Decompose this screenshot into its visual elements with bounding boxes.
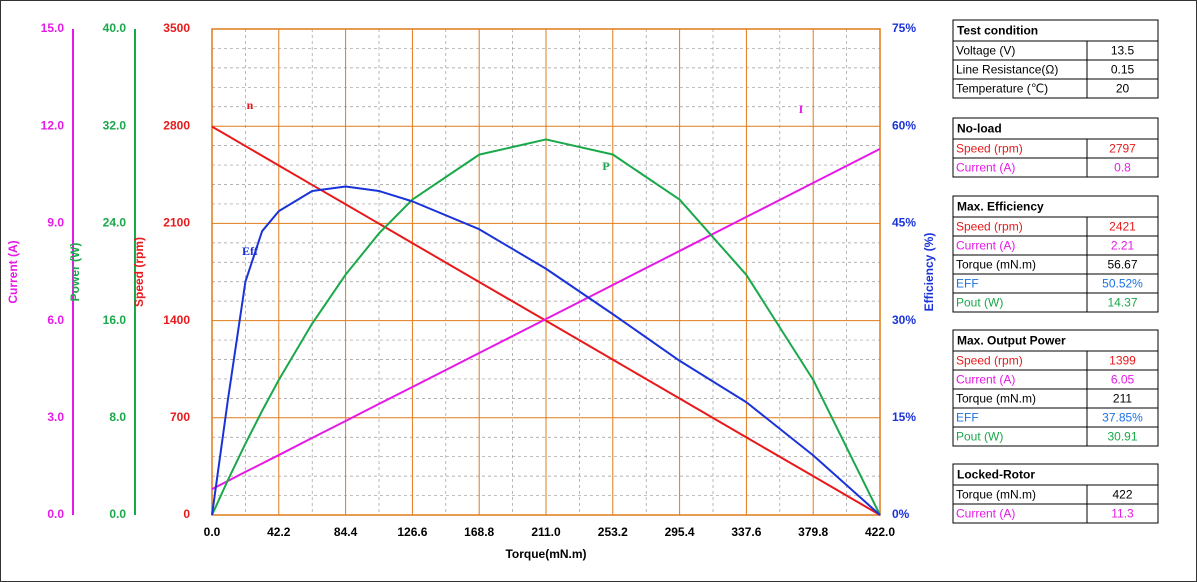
row-label: Speed (rpm) [956, 142, 1023, 156]
row-value: 0.8 [1114, 161, 1131, 175]
table-title: Max. Efficiency [957, 200, 1044, 214]
row-label: Current (A) [956, 161, 1015, 175]
row-label: Current (A) [956, 239, 1015, 253]
row-value: 0.15 [1111, 63, 1135, 77]
table-cell [1086, 157, 1159, 178]
row-value: 2421 [1109, 220, 1136, 234]
x-tick-label: 295.4 [665, 525, 695, 539]
x-tick-label: 337.6 [731, 525, 761, 539]
row-value: 6.05 [1111, 373, 1135, 387]
row-label: Pout (W) [956, 430, 1003, 444]
row-value: 56.67 [1107, 258, 1137, 272]
curve-label: Eff [242, 244, 259, 258]
y-axis-title: Efficiency (%) [922, 233, 936, 312]
y-tick-label: 3500 [163, 21, 190, 35]
curve-label: n [247, 98, 254, 112]
row-value: 2.21 [1111, 239, 1135, 253]
y-tick-label: 2100 [163, 216, 190, 230]
y-axis-title: Current (A) [6, 240, 20, 303]
row-value: 11.3 [1111, 507, 1134, 521]
y-tick-label: 0 [183, 507, 190, 521]
row-label: Speed (rpm) [956, 354, 1023, 368]
y-tick-label: 45% [892, 216, 916, 230]
row-label: Torque (mN.m) [956, 488, 1036, 502]
x-tick-label: 422.0 [865, 525, 895, 539]
table-cell [1086, 426, 1159, 447]
x-tick-label: 42.2 [267, 525, 291, 539]
y-tick-label: 12.0 [41, 118, 65, 132]
row-label: Current (A) [956, 373, 1015, 387]
y-axis-title: Power (W) [68, 243, 82, 302]
y-tick-label: 8.0 [109, 410, 126, 424]
series-line [211, 147, 881, 490]
y-tick-label: 9.0 [47, 216, 64, 230]
y-tick-label: 2800 [163, 118, 190, 132]
table-title: No-load [957, 122, 1002, 136]
x-tick-label: 126.6 [397, 525, 427, 539]
y-tick-label: 15.0 [41, 21, 65, 35]
table-cell [1086, 503, 1159, 524]
row-value: 13.5 [1111, 44, 1135, 58]
row-value: 422 [1112, 488, 1132, 502]
table-title: Locked-Rotor [957, 468, 1035, 482]
row-value: 14.37 [1107, 296, 1137, 310]
table-title: Test condition [957, 24, 1038, 38]
y-tick-label: 40.0 [103, 21, 127, 35]
y-tick-label: 6.0 [47, 313, 64, 327]
row-label: Pout (W) [956, 296, 1003, 310]
plot-border [211, 28, 881, 516]
x-tick-label: 84.4 [334, 525, 358, 539]
curve-label: P [602, 159, 609, 173]
row-value: 2797 [1109, 142, 1136, 156]
row-value: 50.52% [1102, 277, 1143, 291]
x-tick-label: 211.0 [531, 525, 561, 539]
y-tick-label: 30% [892, 313, 916, 327]
y-tick-label: 75% [892, 21, 916, 35]
row-label: Voltage (V) [956, 44, 1015, 58]
row-label: Torque (mN.m) [956, 392, 1036, 406]
y-tick-label: 32.0 [103, 118, 127, 132]
series-line [211, 138, 881, 516]
row-value: 30.91 [1107, 430, 1137, 444]
row-label: Speed (rpm) [956, 220, 1023, 234]
table-title: Max. Output Power [957, 334, 1066, 348]
row-value: 1399 [1109, 354, 1136, 368]
series-line [211, 185, 881, 516]
y-tick-label: 0.0 [47, 507, 64, 521]
table-cell [1086, 78, 1159, 99]
curve-label: I [799, 102, 804, 116]
x-tick-label: 379.8 [798, 525, 828, 539]
row-label: Torque (mN.m) [956, 258, 1036, 272]
row-label: Line Resistance(Ω) [956, 63, 1058, 77]
y-tick-label: 15% [892, 410, 916, 424]
row-value: 211 [1113, 392, 1132, 406]
x-tick-label: 168.8 [464, 525, 494, 539]
row-label: EFF [956, 411, 979, 425]
x-tick-label: 0.0 [204, 525, 221, 539]
table-cell [1086, 292, 1159, 313]
y-tick-label: 60% [892, 118, 916, 132]
y-tick-label: 0.0 [109, 507, 126, 521]
row-label: Temperature (℃) [956, 82, 1048, 96]
y-tick-label: 700 [170, 410, 190, 424]
y-axis-title: Speed (rpm) [132, 237, 146, 307]
row-value: 20 [1116, 82, 1130, 96]
row-label: Current (A) [956, 507, 1015, 521]
y-tick-label: 1400 [163, 313, 190, 327]
y-tick-label: 0% [892, 507, 910, 521]
x-tick-label: 253.2 [598, 525, 628, 539]
row-label: EFF [956, 277, 979, 291]
x-axis-title: Torque(mN.m) [505, 547, 586, 561]
y-tick-label: 16.0 [103, 313, 127, 327]
y-tick-label: 3.0 [47, 410, 64, 424]
series-line [211, 125, 881, 516]
y-tick-label: 24.0 [103, 216, 127, 230]
row-value: 37.85% [1102, 411, 1143, 425]
